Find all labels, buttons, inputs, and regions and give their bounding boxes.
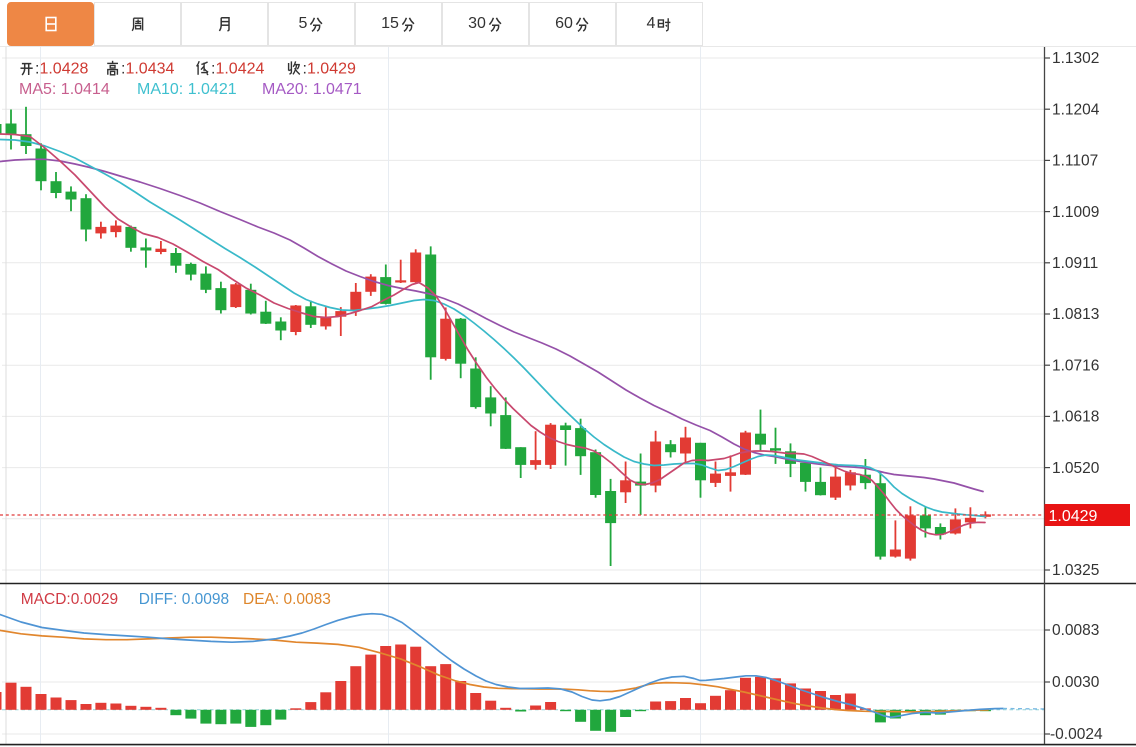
svg-text:0.0083: 0.0083 [1052,622,1099,639]
svg-text:1.0429: 1.0429 [1049,508,1098,525]
svg-text:1.0813: 1.0813 [1052,306,1099,323]
svg-text::1.0429: :1.0429 [303,60,356,77]
svg-text::1.0428: :1.0428 [35,60,88,77]
svg-text:0.0030: 0.0030 [1052,674,1100,691]
svg-text::1.0424: :1.0424 [211,60,264,77]
svg-text:1.1009: 1.1009 [1052,204,1099,221]
svg-text:-0.0024: -0.0024 [1050,726,1103,743]
svg-text:1.1107: 1.1107 [1052,153,1098,170]
svg-text:1.0911: 1.0911 [1052,255,1098,272]
svg-text:1.1302: 1.1302 [1052,50,1099,67]
svg-text:1.0618: 1.0618 [1052,409,1099,426]
svg-text:1.0716: 1.0716 [1052,357,1099,374]
svg-text:1.1204: 1.1204 [1052,101,1100,118]
svg-text:1.0325: 1.0325 [1052,562,1099,579]
svg-text::1.0434: :1.0434 [121,60,174,77]
svg-text:1.0520: 1.0520 [1052,460,1100,477]
